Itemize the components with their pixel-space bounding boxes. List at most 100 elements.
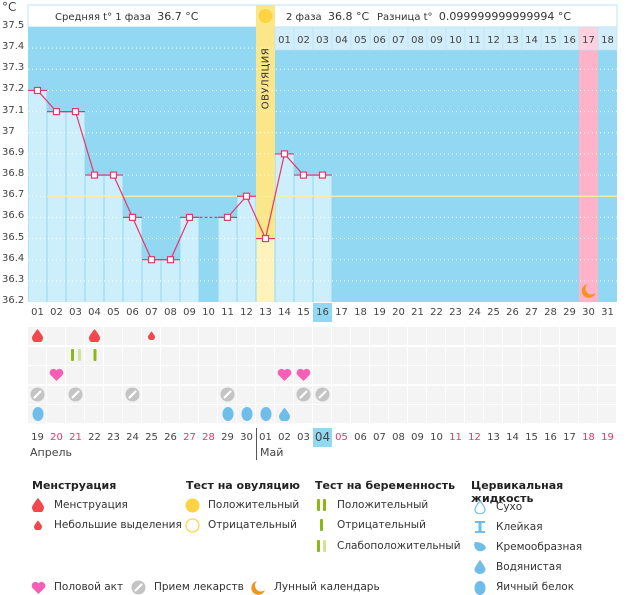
event-cell[interactable] [503,385,521,404]
calendar-date[interactable]: 12 [468,432,481,443]
event-cell[interactable] [598,327,616,345]
event-cell[interactable] [389,327,407,345]
calendar-date[interactable]: 29 [221,432,234,443]
event-cell[interactable] [161,346,179,365]
cycle-day-label[interactable]: 15 [297,307,310,318]
menstruation-drop-icon[interactable] [85,326,104,346]
calendar-date[interactable]: 06 [354,432,367,443]
event-cell[interactable] [503,405,521,423]
pregnancy-test-icon[interactable] [66,346,85,366]
event-cell[interactable] [579,405,597,423]
heart-icon[interactable] [275,365,294,385]
event-cell[interactable] [294,405,312,423]
event-cell[interactable] [503,366,521,384]
event-cell[interactable] [465,346,483,365]
event-cell[interactable] [237,327,255,345]
event-cell[interactable] [351,405,369,423]
event-cell[interactable] [351,366,369,384]
event-cell[interactable] [199,366,217,384]
event-cell[interactable] [332,366,350,384]
calendar-date[interactable]: 20 [50,432,63,443]
event-cell[interactable] [427,405,445,423]
event-cell[interactable] [446,346,464,365]
calendar-date[interactable]: 01 [259,432,272,443]
cycle-day-label[interactable]: 06 [126,307,139,318]
event-cell[interactable] [294,346,312,365]
event-cell[interactable] [313,366,331,384]
event-cell[interactable] [427,346,445,365]
event-cell[interactable] [237,346,255,365]
event-cell[interactable] [123,405,141,423]
cycle-day-label[interactable]: 12 [240,307,253,318]
event-cell[interactable] [522,346,540,365]
calendar-date[interactable]: 22 [88,432,101,443]
event-cell[interactable] [85,405,103,423]
calendar-date[interactable]: 28 [202,432,215,443]
event-cell[interactable] [465,327,483,345]
watery-drop-icon[interactable] [275,404,294,424]
event-cell[interactable] [560,346,578,365]
event-cell[interactable] [256,346,274,365]
egg-white-icon[interactable] [28,404,47,424]
menstruation-drop-icon[interactable] [28,326,47,346]
event-cell[interactable] [351,346,369,365]
cycle-day-label[interactable]: 20 [392,307,405,318]
calendar-date[interactable]: 05 [335,432,348,443]
cycle-day-label[interactable]: 09 [183,307,196,318]
event-cell[interactable] [104,327,122,345]
cycle-day-label[interactable]: 26 [506,307,519,318]
event-cell[interactable] [389,346,407,365]
calendar-date[interactable]: 11 [449,432,462,443]
event-cell[interactable] [484,327,502,345]
pregnancy-test-icon[interactable] [85,346,104,366]
event-cell[interactable] [294,327,312,345]
calendar-date[interactable]: 19 [601,432,614,443]
event-cell[interactable] [66,366,84,384]
event-cell[interactable] [598,366,616,384]
event-cell[interactable] [560,385,578,404]
event-cell[interactable] [123,346,141,365]
cycle-day-label[interactable]: 11 [221,307,234,318]
cycle-day-label[interactable]: 22 [430,307,443,318]
event-cell[interactable] [199,327,217,345]
calendar-date[interactable]: 21 [69,432,82,443]
event-cell[interactable] [579,385,597,404]
event-cell[interactable] [142,405,160,423]
event-cell[interactable] [313,405,331,423]
calendar-date[interactable]: 18 [582,432,595,443]
event-cell[interactable] [465,366,483,384]
event-cell[interactable] [199,346,217,365]
event-cell[interactable] [332,385,350,404]
heart-icon[interactable] [294,365,313,385]
calendar-date[interactable]: 08 [392,432,405,443]
event-cell[interactable] [180,366,198,384]
cycle-day-label[interactable]: 02 [50,307,63,318]
event-cell[interactable] [579,346,597,365]
event-cell[interactable] [47,385,65,404]
event-cell[interactable] [332,405,350,423]
event-cell[interactable] [85,385,103,404]
cycle-day-label[interactable]: 25 [487,307,500,318]
event-cell[interactable] [503,346,521,365]
cycle-day-label[interactable]: 18 [354,307,367,318]
event-cell[interactable] [85,366,103,384]
cycle-day-label[interactable]: 21 [411,307,424,318]
event-cell[interactable] [522,405,540,423]
event-cell[interactable] [389,366,407,384]
event-cell[interactable] [408,327,426,345]
cycle-day-label[interactable]: 31 [601,307,614,318]
event-cell[interactable] [161,366,179,384]
event-cell[interactable] [503,327,521,345]
cycle-day-label[interactable]: 01 [31,307,44,318]
cycle-day-label[interactable]: 28 [544,307,557,318]
event-cell[interactable] [370,385,388,404]
cycle-day-label[interactable]: 16 [313,303,332,322]
event-cell[interactable] [408,385,426,404]
event-cell[interactable] [541,366,559,384]
event-cell[interactable] [389,385,407,404]
cycle-day-label[interactable]: 03 [69,307,82,318]
event-cell[interactable] [427,385,445,404]
event-cell[interactable] [104,346,122,365]
event-cell[interactable] [560,405,578,423]
calendar-date[interactable]: 09 [411,432,424,443]
